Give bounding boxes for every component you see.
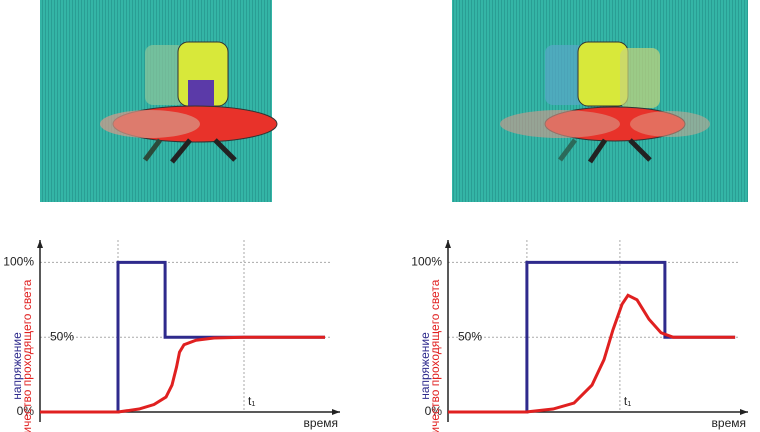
x-axis-label: время [304,416,338,430]
y-axis-arrow [445,240,451,248]
y-tick-label: 50% [50,329,74,343]
series-label: напряжение [10,332,24,400]
series-label: напряжение [418,332,432,400]
y-tick-label: 0% [425,404,443,418]
y-tick-label: 100% [3,255,34,269]
series-line [40,335,325,414]
y-tick-label: 50% [458,329,482,343]
x-axis-arrow [740,409,748,415]
annotation: t₁ [624,394,631,408]
series-label: количество проходящего света [20,279,34,432]
x-axis-arrow [332,409,340,415]
photo-left [40,0,278,202]
x-axis-label: время [712,416,746,430]
y-tick-label: 100% [411,255,442,269]
series-label: количество проходящего света [428,279,442,432]
series-line [448,293,736,414]
photo-right [452,0,748,202]
y-tick-label: 0% [17,404,35,418]
annotation: t₁ [248,394,255,408]
y-axis-arrow [37,240,43,248]
